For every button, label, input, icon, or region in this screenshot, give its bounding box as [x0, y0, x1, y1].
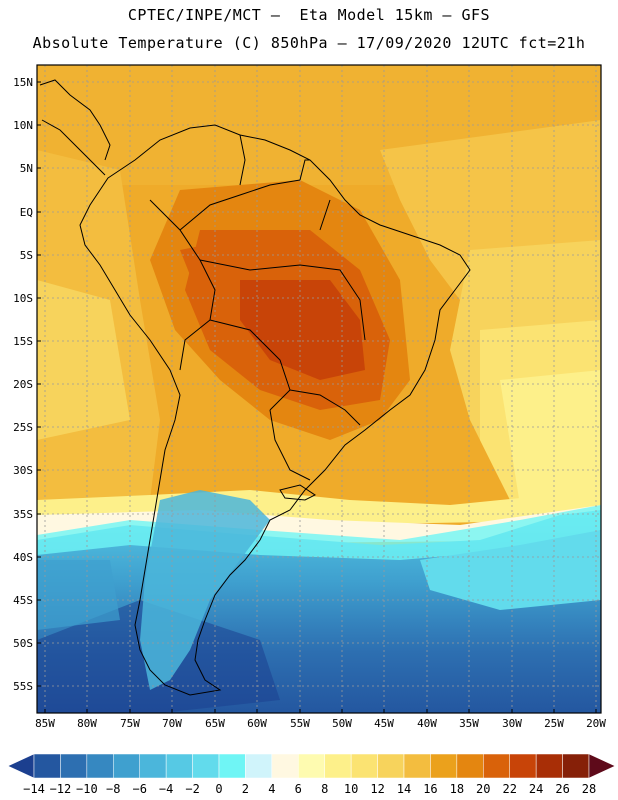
lon-label: 50W	[332, 717, 352, 730]
axis-ticks	[37, 81, 597, 713]
colorbar-arrow-low	[7, 753, 35, 779]
map-frame	[36, 64, 602, 714]
colorbar-label: 6	[295, 782, 302, 796]
colorbar-swatch	[535, 753, 563, 779]
lat-label: 35S	[13, 508, 33, 521]
colorbar-swatch	[350, 753, 378, 779]
colorbar-label: −4	[159, 782, 173, 796]
lat-label: EQ	[20, 206, 33, 219]
lat-label: 15N	[13, 76, 33, 89]
lat-label: 45S	[13, 594, 33, 607]
colorbar-label: −14	[23, 782, 45, 796]
lon-label: 20W	[586, 717, 606, 730]
colorbar-label: 20	[476, 782, 490, 796]
colorbar-label: −2	[185, 782, 199, 796]
colorbar-swatch	[430, 753, 458, 779]
colorbar-swatch	[60, 753, 88, 779]
lat-label: 55S	[13, 680, 33, 693]
colorbar-swatch	[192, 753, 220, 779]
colorbar-label: 10	[344, 782, 358, 796]
lon-label: 35W	[459, 717, 479, 730]
colorbar-label: −8	[106, 782, 120, 796]
title-line-1: CPTEC/INPE/MCT – Eta Model 15km – GFS	[127, 6, 491, 24]
lon-label: 45W	[374, 717, 394, 730]
colorbar-swatch	[509, 753, 537, 779]
colorbar-swatch	[377, 753, 405, 779]
lon-label: 40W	[417, 717, 437, 730]
colorbar-swatch	[483, 753, 510, 779]
lon-label: 60W	[247, 717, 267, 730]
lon-label: 30W	[502, 717, 522, 730]
colorbar-labels: −14 −12 −10 −8 −6 −4 −2 0 2 4 6 8 10 12 14 16 18 20 22 24 26…	[23, 782, 596, 796]
colorbar-label: 2	[242, 782, 249, 796]
colorbar-swatch	[456, 753, 484, 779]
latitude-labels: 15N 10N 5N EQ 5S 10S 15S 20S 25S 30S 35S…	[13, 76, 33, 693]
colorbar-label: 22	[502, 782, 516, 796]
colorbar-swatch	[298, 753, 325, 779]
colorbar-label: 28	[582, 782, 596, 796]
colorbar-label: 8	[321, 782, 328, 796]
lon-label: 25W	[544, 717, 564, 730]
colorbar-swatch	[139, 753, 167, 779]
lat-label: 15S	[13, 335, 33, 348]
colorbar-label: −12	[50, 782, 72, 796]
colorbar-swatch	[324, 753, 352, 779]
lat-label: 50S	[13, 637, 33, 650]
colorbar-arrow-high	[588, 753, 616, 779]
colorbar-label: 14	[397, 782, 411, 796]
colorbar-swatch	[245, 753, 273, 779]
longitude-labels: 85W 80W 75W 70W 65W 60W 55W 50W 45W 40W …	[35, 717, 606, 730]
title-line-2: Absolute Temperature (C) 850hPa – 17/09/…	[32, 34, 586, 52]
temperature-field	[37, 65, 601, 713]
colorbar-label: 24	[529, 782, 543, 796]
lat-label: 20S	[13, 378, 33, 391]
lat-label: 10N	[13, 119, 33, 132]
lon-label: 75W	[120, 717, 140, 730]
lat-label: 5S	[20, 249, 33, 262]
temperature-map: 15N 10N 5N EQ 5S 10S 15S 20S 25S 30S 35S…	[13, 64, 606, 730]
colorbar-swatch	[113, 753, 140, 779]
lat-label: 25S	[13, 421, 33, 434]
lat-label: 5N	[20, 162, 33, 175]
graticule	[37, 65, 601, 713]
colorbar-label: 16	[423, 782, 437, 796]
colorbar-label: 12	[370, 782, 384, 796]
colorbar-label: 0	[215, 782, 222, 796]
lon-label: 70W	[162, 717, 182, 730]
colorbar-swatch	[33, 753, 61, 779]
colorbar-swatch	[165, 753, 193, 779]
colorbar-label: 4	[268, 782, 275, 796]
colorbar-label: −6	[132, 782, 146, 796]
lat-label: 40S	[13, 551, 33, 564]
colorbar-swatch	[271, 753, 299, 779]
lon-label: 65W	[205, 717, 225, 730]
lon-label: 80W	[77, 717, 97, 730]
colorbar-swatch	[403, 753, 431, 779]
colorbar-swatches	[7, 753, 616, 779]
colorbar-label: 18	[450, 782, 464, 796]
lat-label: 10S	[13, 292, 33, 305]
lat-label: 30S	[13, 464, 33, 477]
lon-label: 85W	[35, 717, 55, 730]
colorbar: −14 −12 −10 −8 −6 −4 −2 0 2 4 6 8 10 12 14 16 18 20 22 24 26…	[7, 753, 616, 796]
colorbar-label: −10	[76, 782, 98, 796]
colorbar-swatch	[562, 753, 590, 779]
colorbar-swatch	[86, 753, 114, 779]
colorbar-label: 26	[555, 782, 569, 796]
colorbar-swatch	[218, 753, 246, 779]
coastlines	[39, 79, 471, 696]
lon-label: 55W	[290, 717, 310, 730]
